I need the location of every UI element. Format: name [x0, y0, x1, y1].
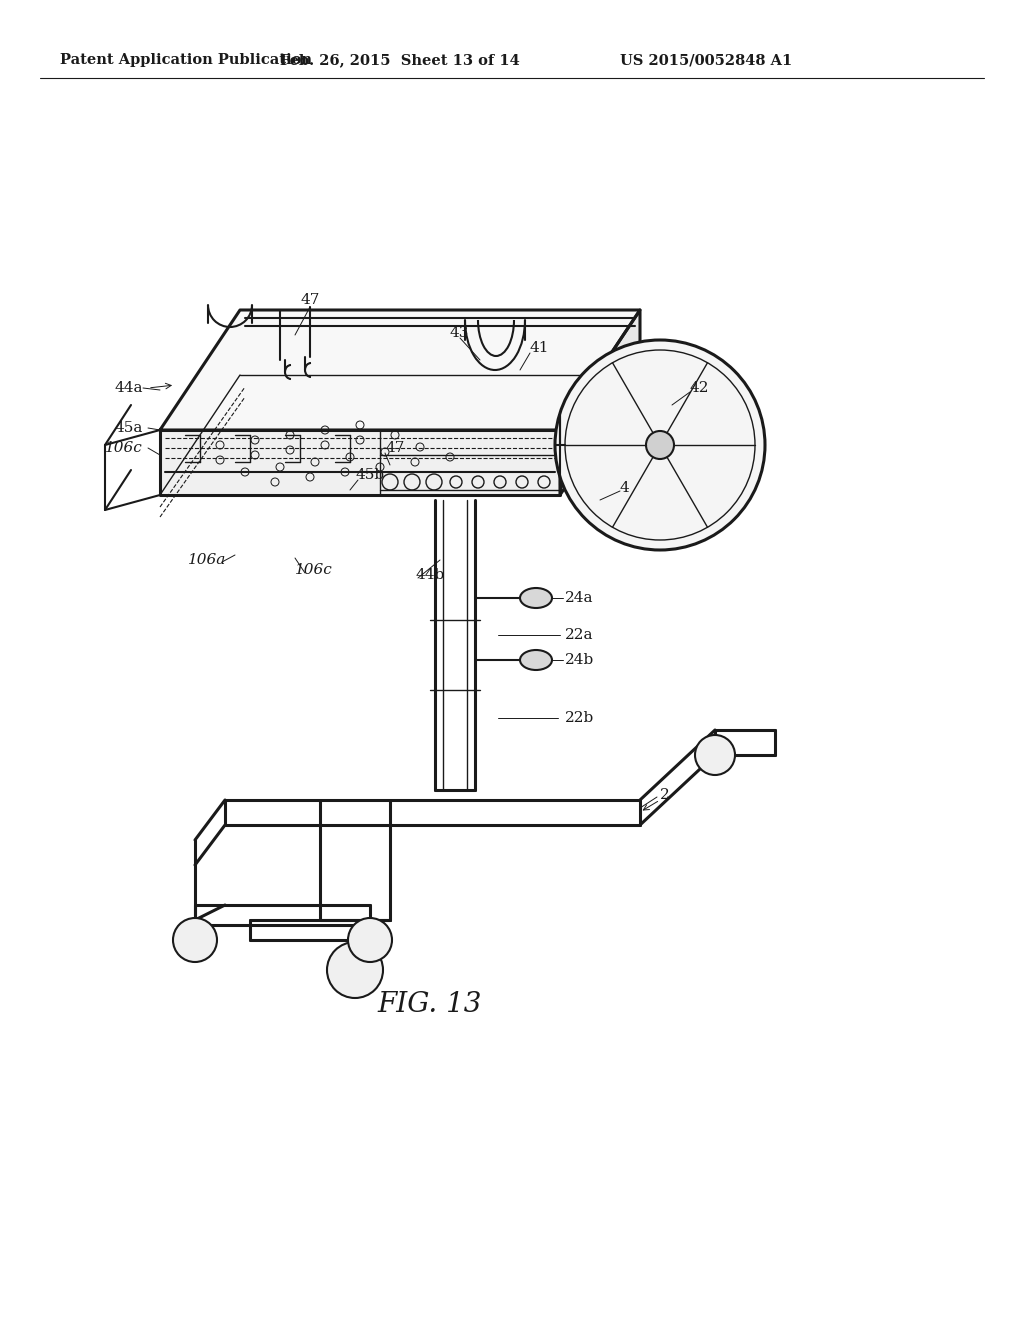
Text: 44b: 44b: [415, 568, 444, 582]
Text: 106c: 106c: [295, 564, 333, 577]
Polygon shape: [160, 430, 560, 495]
Circle shape: [348, 917, 392, 962]
Text: Feb. 26, 2015  Sheet 13 of 14: Feb. 26, 2015 Sheet 13 of 14: [281, 53, 520, 67]
Text: 43: 43: [450, 326, 469, 341]
Circle shape: [695, 735, 735, 775]
Text: 47: 47: [385, 441, 404, 455]
Text: 41: 41: [530, 341, 550, 355]
Polygon shape: [160, 310, 640, 430]
Ellipse shape: [520, 649, 552, 671]
Polygon shape: [560, 310, 640, 495]
Text: 45a: 45a: [115, 421, 143, 436]
Text: 45b: 45b: [355, 469, 384, 482]
Circle shape: [646, 432, 674, 459]
Text: 24b: 24b: [565, 653, 594, 667]
Circle shape: [327, 942, 383, 998]
Text: US 2015/0052848 A1: US 2015/0052848 A1: [620, 53, 793, 67]
Text: 106c: 106c: [105, 441, 143, 455]
Text: 22a: 22a: [565, 628, 594, 642]
Ellipse shape: [520, 587, 552, 609]
Text: 2: 2: [660, 788, 670, 803]
Text: 24a: 24a: [565, 591, 594, 605]
Text: 4: 4: [620, 480, 630, 495]
Text: FIG. 13: FIG. 13: [378, 991, 482, 1019]
Text: 44a: 44a: [115, 381, 143, 395]
Circle shape: [173, 917, 217, 962]
Text: 106a: 106a: [188, 553, 226, 568]
Text: 22b: 22b: [565, 711, 594, 725]
Text: 42: 42: [690, 381, 710, 395]
Text: 47: 47: [300, 293, 319, 308]
Circle shape: [555, 341, 765, 550]
Text: Patent Application Publication: Patent Application Publication: [60, 53, 312, 67]
